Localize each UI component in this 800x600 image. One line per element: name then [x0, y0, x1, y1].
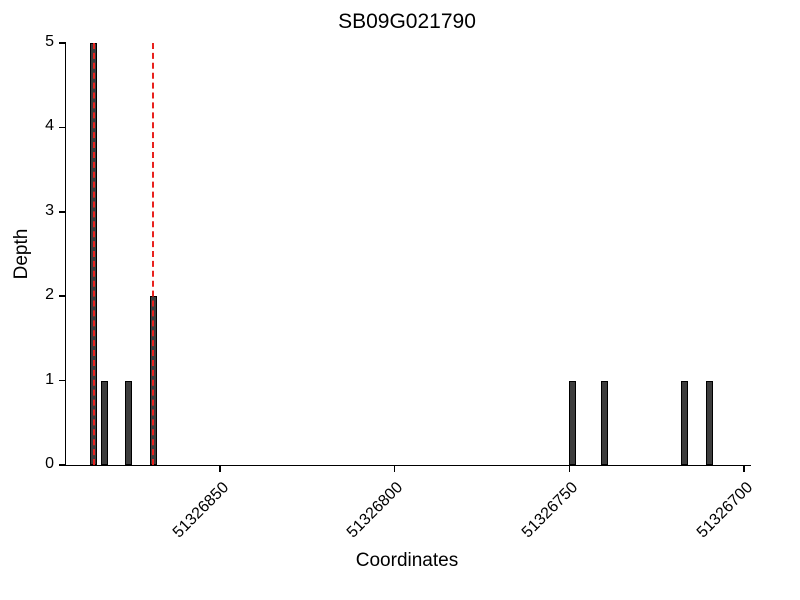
depth-bar	[100, 380, 108, 465]
x-tick	[568, 465, 570, 472]
y-tick	[59, 42, 66, 44]
y-tick-label: 1	[45, 370, 54, 388]
y-tick	[59, 295, 66, 297]
x-axis-label: Coordinates	[355, 550, 459, 571]
x-tick	[743, 465, 745, 472]
y-tick	[59, 211, 66, 213]
x-tick-label: 51326750	[518, 479, 582, 542]
depth-bar	[705, 380, 713, 465]
depth-bar	[681, 380, 689, 465]
y-tick	[59, 126, 66, 129]
y-tick-label: 3	[45, 201, 54, 219]
y-tick	[59, 379, 66, 382]
x-tick-label: 51326800	[344, 479, 407, 542]
chart-title: SB09G021790	[338, 10, 476, 33]
y-axis-label: Depth	[11, 228, 32, 280]
depth-bar	[569, 380, 577, 465]
x-tick-label: 51326850	[169, 479, 232, 542]
y-tick-label: 5	[45, 33, 54, 50]
depth-bar	[600, 380, 608, 465]
x-tick-label: 51326700	[693, 479, 757, 542]
y-tick-label: 2	[45, 286, 54, 304]
y-tick	[59, 464, 66, 466]
marker-line	[92, 43, 95, 465]
depth-bar	[125, 380, 133, 465]
x-tick	[219, 465, 221, 472]
plot-area: 51326850 51326800 51326750 51326700 0 1 2 3 4 5	[45, 33, 756, 541]
y-tick-label: 0	[45, 455, 54, 472]
x-tick	[393, 465, 396, 472]
y-tick-label: 4	[45, 117, 54, 135]
marker-line	[152, 43, 155, 465]
